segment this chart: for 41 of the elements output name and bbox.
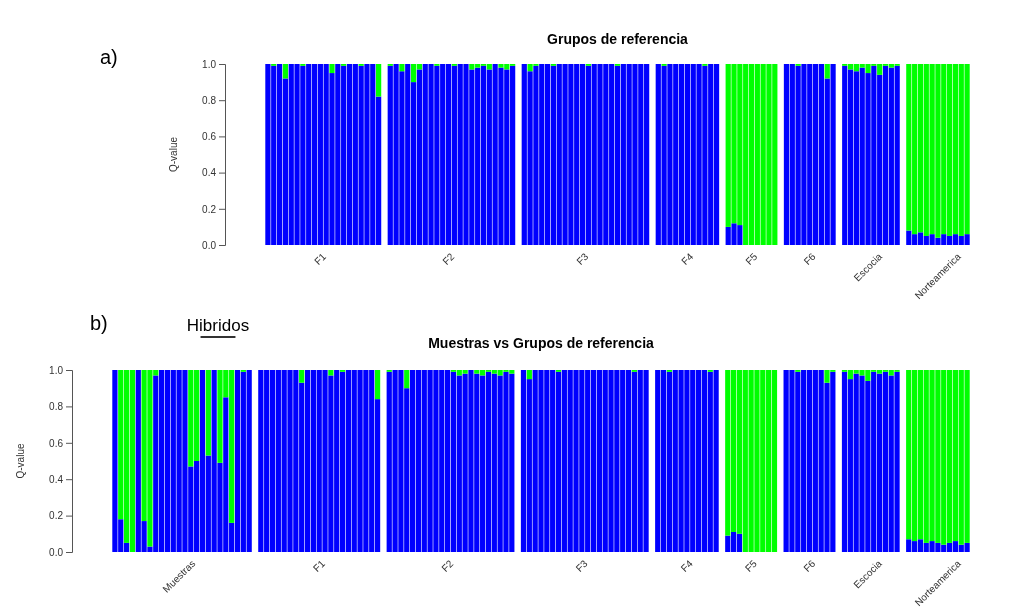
bar — [404, 370, 410, 389]
y-tick-label: 1.0 — [49, 364, 64, 376]
y-tick-label: 0.2 — [202, 203, 217, 215]
chart-title: Grupos de referencia — [547, 31, 689, 47]
bar — [329, 64, 335, 74]
bar — [205, 370, 211, 456]
y-tick-label: 0.8 — [49, 401, 64, 413]
x-tick-label: F6 — [801, 557, 818, 574]
y-tick-label: 0.4 — [49, 473, 64, 485]
x-tick-label: F6 — [801, 250, 818, 267]
y-axis-title: Q-value — [168, 136, 179, 173]
y-tick-label: 0.4 — [202, 167, 217, 179]
y-tick-label: 0.8 — [202, 94, 217, 106]
bar — [282, 64, 289, 79]
y-tick-label: 0.6 — [49, 437, 64, 449]
bar — [399, 64, 405, 72]
bar — [824, 64, 830, 79]
text: b) — [90, 312, 108, 334]
y-tick-label: 0.0 — [49, 546, 64, 558]
x-tick-label: F4 — [678, 557, 696, 574]
text: Hibridos — [186, 316, 250, 335]
x-tick-label: F5 — [742, 557, 760, 574]
bar — [374, 370, 381, 400]
bar — [376, 64, 382, 97]
x-tick-label: F2 — [439, 557, 456, 574]
bar — [526, 370, 532, 380]
y-tick-label: 1.0 — [202, 58, 217, 70]
x-tick-label: F4 — [679, 250, 696, 267]
chart-title: Muestras vs Grupos de referencia — [428, 335, 655, 351]
x-tick-label: F5 — [743, 250, 760, 267]
y-axis-title: Q-value — [15, 443, 26, 479]
x-tick-label: F3 — [574, 250, 591, 267]
x-tick-label: F3 — [573, 557, 590, 574]
x-tick-label: F2 — [440, 250, 457, 267]
bar — [299, 370, 305, 383]
y-tick-label: 0.2 — [49, 510, 64, 522]
text: a) — [100, 46, 118, 68]
y-tick-label: 0.0 — [202, 239, 217, 251]
x-tick-label: F1 — [312, 250, 329, 267]
y-tick-label: 0.6 — [202, 131, 217, 143]
x-tick-label: F1 — [310, 557, 328, 574]
